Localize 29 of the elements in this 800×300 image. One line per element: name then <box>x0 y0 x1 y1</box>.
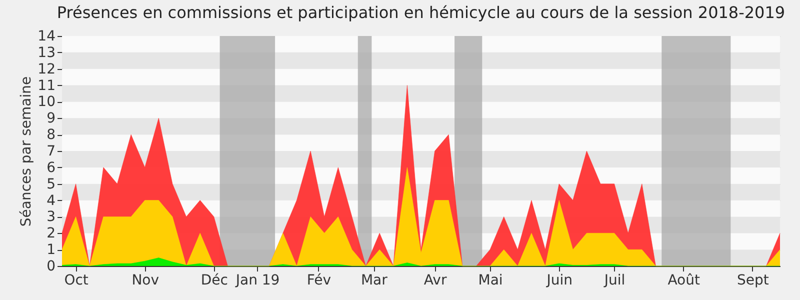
y-tick-label: 13 <box>38 44 56 61</box>
y-tick-label: 0 <box>46 258 56 274</box>
y-tick-label: 12 <box>38 61 56 78</box>
y-tick-label: 8 <box>46 127 56 144</box>
y-tick-label: 3 <box>46 209 56 226</box>
y-tick-label: 11 <box>38 78 56 94</box>
x-tick-label: Juil <box>603 272 626 288</box>
y-tick-label: 14 <box>38 28 56 44</box>
x-tick-label: Août <box>668 272 700 288</box>
y-tick-label: 2 <box>46 226 56 242</box>
y-tick-label: 6 <box>46 160 56 176</box>
x-tick-label: Oct <box>64 272 89 288</box>
x-tick-label: Mai <box>478 272 503 288</box>
x-tick-label: Mar <box>360 272 388 288</box>
y-tick-label: 7 <box>46 144 56 160</box>
x-tick-label: Nov <box>132 272 160 288</box>
x-tick-label: Fév <box>306 272 332 288</box>
y-tick-label: 5 <box>46 176 56 192</box>
x-tick-label: Jan 19 <box>234 272 280 288</box>
chart-title: Présences en commissions et participation en hémicycle au cours de la session 2018-2019 <box>56 3 786 22</box>
x-tick-label: Avr <box>424 272 447 288</box>
y-tick-label: 1 <box>46 242 56 258</box>
x-tick-label: Déc <box>200 272 228 288</box>
x-tick-label: Sept <box>736 272 770 288</box>
y-axis-title: Séances par semaine <box>18 76 35 227</box>
x-tick-label: Juin <box>546 272 572 288</box>
y-tick-label: 10 <box>38 94 56 110</box>
y-tick-label: 4 <box>46 192 56 209</box>
y-tick-label: 9 <box>46 110 56 127</box>
